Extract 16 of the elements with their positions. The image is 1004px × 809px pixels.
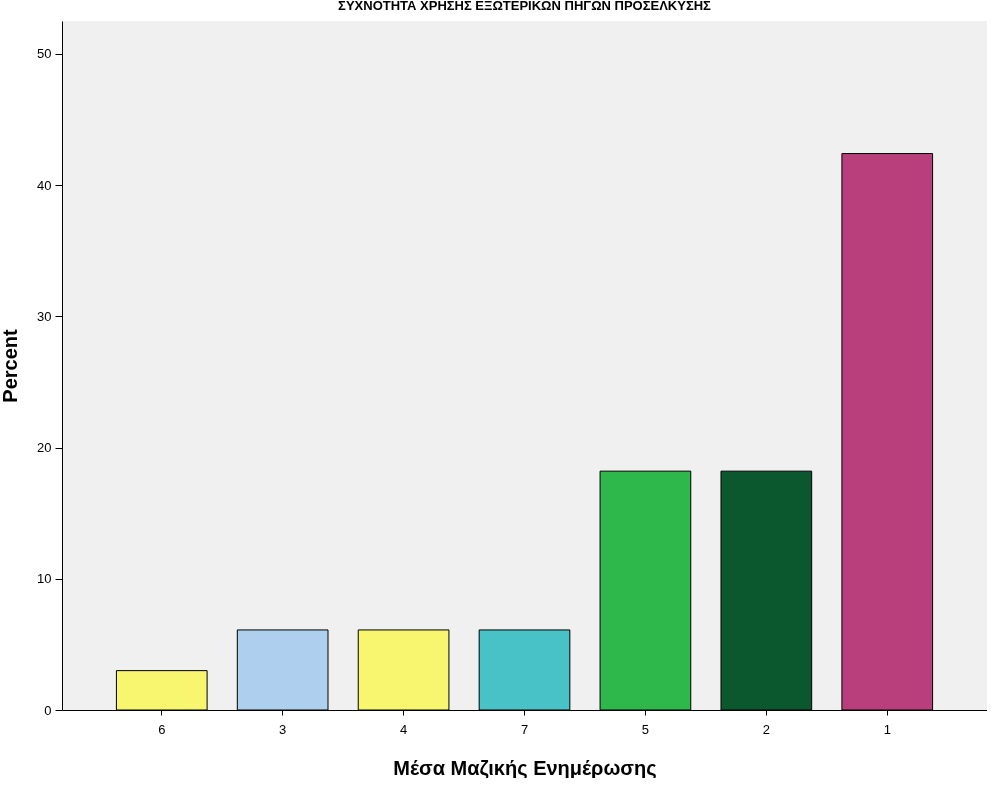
chart-title: ΣΥΧΝΟΤΗΤΑ ΧΡΗΣΗΣ ΕΞΩΤΕΡΙΚΩΝ ΠΗΓΩΝ ΠΡΟΣΕΛΚΥΣΗΣ xyxy=(338,0,712,13)
x-tick-label: 1 xyxy=(883,721,891,737)
y-tick-label: 0 xyxy=(44,702,52,718)
x-tick-label: 2 xyxy=(762,721,770,737)
y-tick-label: 30 xyxy=(37,308,52,324)
x-tick-label: 7 xyxy=(520,721,529,737)
y-tick-label: 50 xyxy=(37,46,52,62)
y-tick-label: 10 xyxy=(37,571,52,587)
x-tick-label: 5 xyxy=(641,721,650,737)
x-tick-label: 6 xyxy=(158,721,166,737)
y-tick-label: 40 xyxy=(37,177,52,193)
x-tick-label: 4 xyxy=(399,721,408,737)
y-axis-title: Percent xyxy=(0,328,22,403)
y-tick-label: 20 xyxy=(37,440,52,456)
x-tick-label: 3 xyxy=(279,721,287,737)
x-axis-title: Μέσα Μαζικής Ενημέρωσης xyxy=(393,756,657,779)
